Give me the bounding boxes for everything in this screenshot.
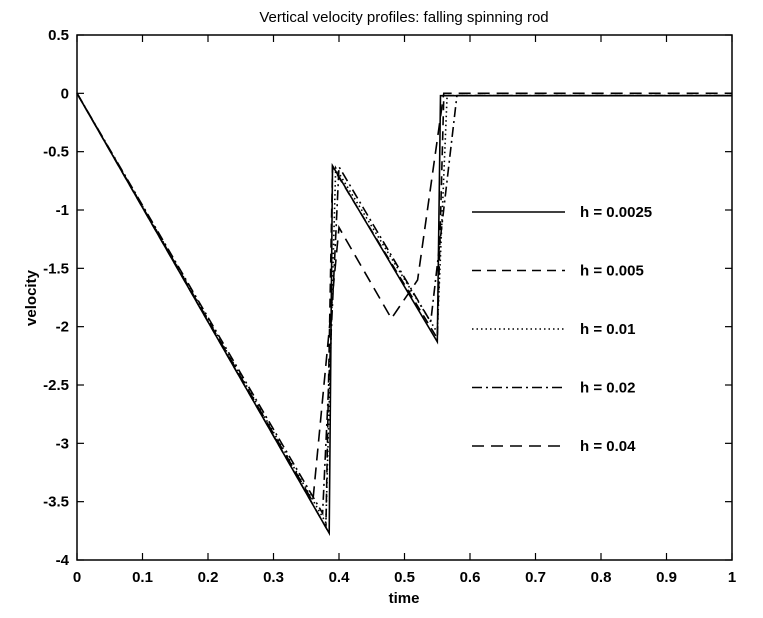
legend-label-1: h = 0.0025 xyxy=(580,204,652,221)
y-tick-label: 0 xyxy=(61,85,69,102)
x-tick-label: 0.9 xyxy=(656,569,677,586)
y-tick-label: -2 xyxy=(56,319,69,336)
x-tick-label: 0.4 xyxy=(329,569,351,586)
y-tick-label: -2.5 xyxy=(43,377,69,394)
y-tick-label: -3 xyxy=(56,435,69,452)
series-line-5 xyxy=(76,92,732,505)
y-tick-label: -0.5 xyxy=(43,144,69,161)
x-tick-label: 0.6 xyxy=(460,569,481,586)
x-tick-label: 0 xyxy=(73,569,81,586)
series-lines xyxy=(76,92,732,537)
x-tick-label: 1 xyxy=(728,569,736,586)
series-line-4 xyxy=(76,92,732,517)
x-tick-label: 0.1 xyxy=(132,569,153,586)
y-tick-label: -1.5 xyxy=(43,260,69,277)
series-line-2 xyxy=(76,92,732,531)
plot-frame xyxy=(76,34,733,561)
y-tick-label: 0.5 xyxy=(48,27,69,44)
x-tick-label: 0.5 xyxy=(394,569,415,586)
chart-title: Vertical velocity profiles: falling spin… xyxy=(259,9,548,26)
x-axis-title: time xyxy=(389,590,420,607)
x-tick-label: 0.3 xyxy=(263,569,284,586)
y-tick-label: -3.5 xyxy=(43,494,69,511)
legend-label-5: h = 0.04 xyxy=(580,438,636,455)
x-tick-label: 0.2 xyxy=(198,569,219,586)
legend-label-2: h = 0.005 xyxy=(580,263,644,280)
legend: h = 0.0025 h = 0.005 h = 0.01 h = 0.02 h = 0… xyxy=(472,204,652,455)
y-tick-label: -1 xyxy=(56,202,69,219)
legend-label-3: h = 0.01 xyxy=(580,321,635,338)
x-axis: 0 0.1 0.2 0.3 0.4 0.5 0.6 0.7 0.8 0.9 1 xyxy=(73,35,736,586)
x-tick-label: 0.7 xyxy=(525,569,546,586)
legend-label-4: h = 0.02 xyxy=(580,380,635,397)
y-axis: 0.5 0 -0.5 -1 -1.5 -2 -2.5 -3 -3.5 -4 xyxy=(43,27,732,569)
x-tick-label: 0.8 xyxy=(591,569,612,586)
y-axis-title: velocity xyxy=(23,269,40,326)
series-line-1 xyxy=(76,92,732,537)
series-line-3 xyxy=(76,92,732,526)
y-tick-label: -4 xyxy=(56,552,70,569)
